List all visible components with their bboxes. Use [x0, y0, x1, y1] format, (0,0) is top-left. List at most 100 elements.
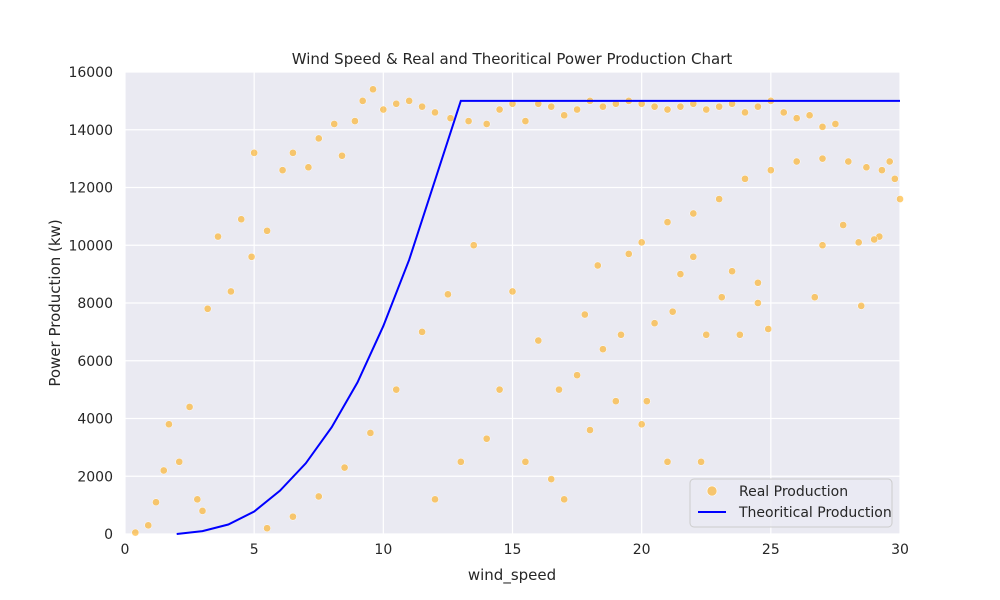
real-production-point: [818, 241, 827, 250]
real-production-point: [446, 114, 455, 123]
legend: Real Production Theoritical Production: [689, 478, 893, 528]
real-production-point: [810, 293, 819, 302]
real-production-point: [159, 466, 168, 475]
real-production-point: [289, 149, 297, 157]
real-production-point: [340, 463, 349, 472]
y-tick-label: 12000: [68, 181, 113, 197]
y-tick-label: 10000: [68, 238, 113, 254]
real-production-point: [839, 221, 848, 229]
real-production-point: [741, 108, 749, 117]
real-production-point: [263, 226, 271, 235]
real-production-point: [392, 99, 401, 108]
real-production-point: [854, 238, 863, 247]
real-production-point: [227, 287, 235, 296]
theoretical-production-path: [176, 99, 900, 535]
real-production-point: [185, 403, 194, 411]
x-tick-label: 10: [374, 542, 392, 558]
real-production-point: [418, 102, 426, 111]
real-production-point: [351, 117, 359, 125]
real-production-point: [203, 304, 212, 313]
real-production-point: [885, 157, 894, 166]
x-tick-label: 0: [121, 542, 130, 558]
real-production-point: [237, 215, 246, 224]
real-production-point: [650, 319, 659, 328]
real-production-point: [431, 108, 439, 117]
real-production-point: [754, 278, 762, 287]
real-production-point: [482, 434, 491, 443]
real-production-point: [289, 512, 297, 521]
real-production-point: [456, 457, 465, 466]
real-production-point: [547, 475, 556, 483]
real-production-point: [405, 97, 414, 105]
real-production-point: [560, 111, 569, 120]
real-production-point: [818, 123, 827, 131]
real-production-point: [330, 120, 339, 128]
real-production-point: [469, 241, 478, 250]
real-production-points: [131, 85, 904, 537]
real-production-point: [379, 105, 388, 114]
real-production-point: [144, 521, 153, 530]
real-production-point: [482, 120, 491, 128]
x-axis-label: wind_speed: [468, 566, 556, 585]
real-production-point: [366, 429, 375, 437]
real-production-point: [573, 371, 581, 380]
real-production-point: [338, 151, 346, 160]
real-production-point: [521, 117, 530, 125]
real-production-point: [702, 330, 711, 339]
real-production-point: [663, 218, 672, 226]
real-production-point: [599, 102, 607, 111]
real-production-point: [624, 250, 633, 258]
real-production-point: [198, 507, 207, 515]
real-production-point: [792, 157, 801, 166]
legend-label-theoretical: Theoritical Production: [738, 505, 892, 521]
x-tick-label: 30: [891, 542, 909, 558]
y-tick-label: 2000: [77, 469, 113, 485]
real-production-point: [250, 149, 259, 157]
y-tick-label: 0: [104, 527, 113, 543]
real-production-point: [617, 330, 625, 339]
real-production-point: [779, 108, 788, 117]
real-production-point: [547, 102, 556, 111]
grid-lines: [124, 71, 901, 535]
real-production-point: [599, 345, 607, 354]
real-production-point: [878, 166, 886, 175]
real-production-point: [165, 420, 173, 429]
real-production-point: [152, 498, 160, 507]
real-production-point: [764, 325, 773, 333]
real-production-point: [358, 97, 367, 105]
real-production-point: [735, 330, 744, 339]
real-production-point: [131, 528, 140, 537]
y-tick-label: 6000: [77, 354, 113, 370]
y-axis-label: Power Production (kw): [46, 219, 64, 386]
real-production-point: [214, 232, 222, 241]
real-production-point: [637, 420, 646, 429]
chart-title: Wind Speed & Real and Theoritical Power …: [292, 50, 733, 68]
real-production-point: [862, 163, 871, 172]
real-production-point: [573, 105, 581, 114]
real-production-point: [792, 114, 801, 123]
real-production-point: [831, 120, 840, 128]
real-production-point: [304, 163, 313, 172]
real-production-point: [668, 307, 677, 316]
real-production-point: [637, 238, 646, 247]
real-production-point: [663, 105, 672, 114]
real-production-point: [263, 524, 271, 533]
legend-marker-real: [706, 485, 718, 497]
real-production-point: [805, 111, 814, 120]
x-tick-label: 20: [633, 542, 651, 558]
real-production-point: [314, 134, 323, 143]
real-production-point: [818, 154, 827, 163]
real-production-point: [495, 385, 504, 394]
x-tick-label: 5: [250, 542, 259, 558]
real-production-point: [560, 495, 569, 504]
theoretical-production-line: [176, 99, 900, 535]
real-production-point: [534, 336, 543, 345]
real-production-point: [444, 290, 452, 299]
real-production-point: [697, 457, 705, 466]
real-production-point: [715, 102, 724, 111]
real-production-point: [754, 102, 762, 111]
real-production-point: [741, 174, 749, 183]
y-tick-label: 8000: [77, 296, 113, 312]
real-production-point: [508, 287, 517, 296]
